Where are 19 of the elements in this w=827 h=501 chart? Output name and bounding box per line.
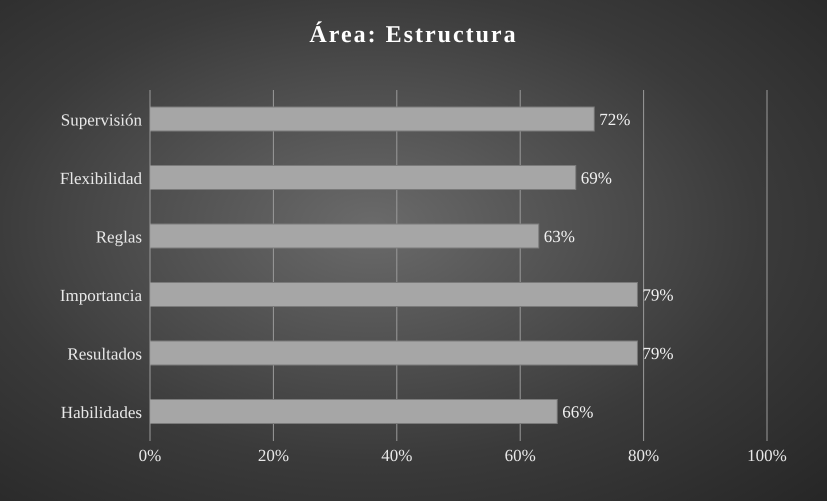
chart-title: Área: Estructura <box>308 22 519 49</box>
data-label: 72% <box>599 110 630 130</box>
data-label: 63% <box>544 227 575 246</box>
y-tick-label: Importancia <box>60 286 142 305</box>
x-tick-label: 80% <box>628 446 660 466</box>
y-tick-label: Supervisión <box>60 110 142 130</box>
y-tick-label: Flexibilidad <box>60 168 142 188</box>
y-tick-label: Reglas <box>96 227 142 246</box>
x-tick-label: 20% <box>258 446 289 466</box>
x-tick-label: 0% <box>138 446 162 466</box>
data-label: 79% <box>642 286 674 305</box>
y-tick-label: Habilidades <box>60 402 142 422</box>
data-label: 66% <box>562 402 594 422</box>
data-label: 79% <box>642 344 674 364</box>
x-tick-label: 40% <box>381 446 412 466</box>
y-tick-label: Resultados <box>67 344 142 364</box>
x-tick-label: 60% <box>504 446 536 466</box>
x-tick-label: 100% <box>747 446 787 466</box>
data-label: 69% <box>580 168 612 188</box>
